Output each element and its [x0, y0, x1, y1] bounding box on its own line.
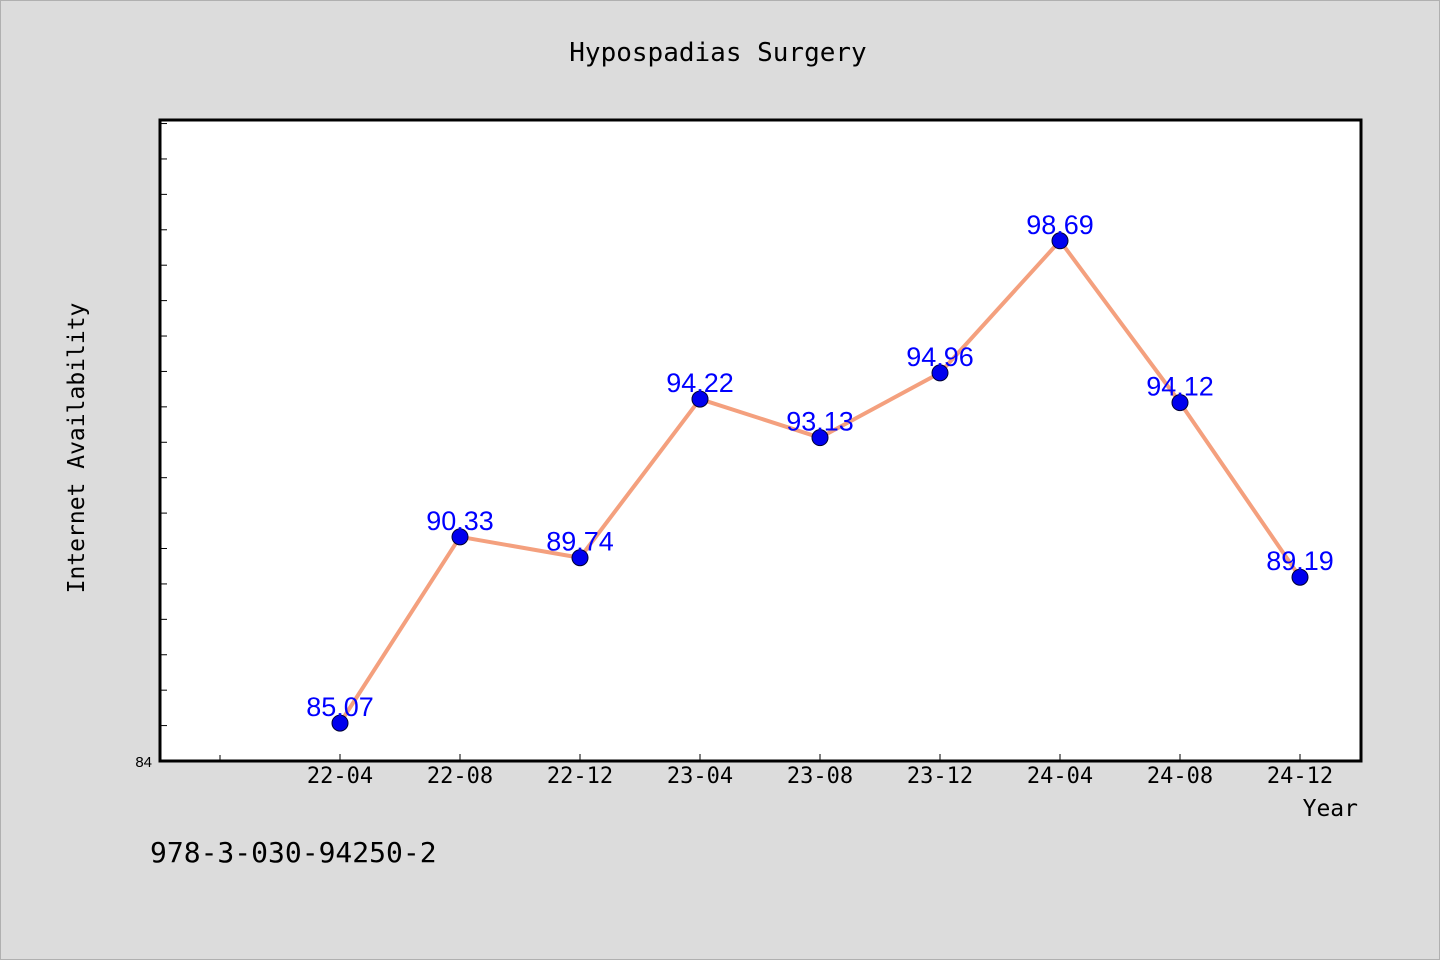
- x-tick-label: 24-08: [1147, 764, 1213, 789]
- data-point: [451, 528, 469, 546]
- data-label: 90.33: [426, 506, 494, 536]
- data-label: 93.13: [786, 407, 854, 437]
- x-tick-label: 24-04: [1027, 764, 1093, 789]
- data-label: 94.22: [666, 368, 734, 398]
- data-label: 85.07: [306, 692, 374, 722]
- data-point: [1051, 232, 1069, 250]
- data-point: [931, 364, 949, 382]
- x-axis-ticks: 22-04 22-08 22-12 23-04 23-08 23-12 24-04 24-08…: [219, 754, 1333, 789]
- x-tick-label: 22-08: [427, 764, 493, 789]
- data-label: 89.74: [546, 527, 614, 557]
- data-label: 94.12: [1146, 372, 1214, 402]
- data-point: [811, 429, 829, 447]
- isbn-text: 978-3-030-94250-2: [150, 836, 437, 869]
- x-axis-label: Year: [1303, 796, 1358, 822]
- data-point: [691, 390, 709, 408]
- x-tick-label: 23-08: [787, 764, 853, 789]
- data-label: 94.96: [906, 342, 974, 372]
- data-point: [331, 714, 349, 732]
- y-axis-ticks: 84: [135, 123, 167, 771]
- y-tick-label: 84: [135, 754, 152, 771]
- plot-area: [158, 118, 1363, 763]
- y-axis-label: Internet Availability: [64, 303, 90, 594]
- chart-title: Hypospadias Surgery: [569, 38, 866, 68]
- data-point: [1171, 394, 1189, 412]
- series-layer: 85.07 90.33 89.74 94.22 93.13 94.96 98.69 94.12…: [306, 210, 1334, 732]
- data-point: [571, 549, 589, 567]
- x-tick-label: 24-12: [1267, 764, 1333, 789]
- x-tick-label: 23-12: [907, 764, 973, 789]
- x-tick-label: 22-04: [307, 764, 373, 789]
- data-label: 89.19: [1266, 546, 1334, 576]
- x-tick-label: 22-12: [547, 764, 613, 789]
- data-point: [1291, 568, 1309, 586]
- data-label: 98.69: [1026, 210, 1094, 240]
- x-tick-label: 23-04: [667, 764, 733, 789]
